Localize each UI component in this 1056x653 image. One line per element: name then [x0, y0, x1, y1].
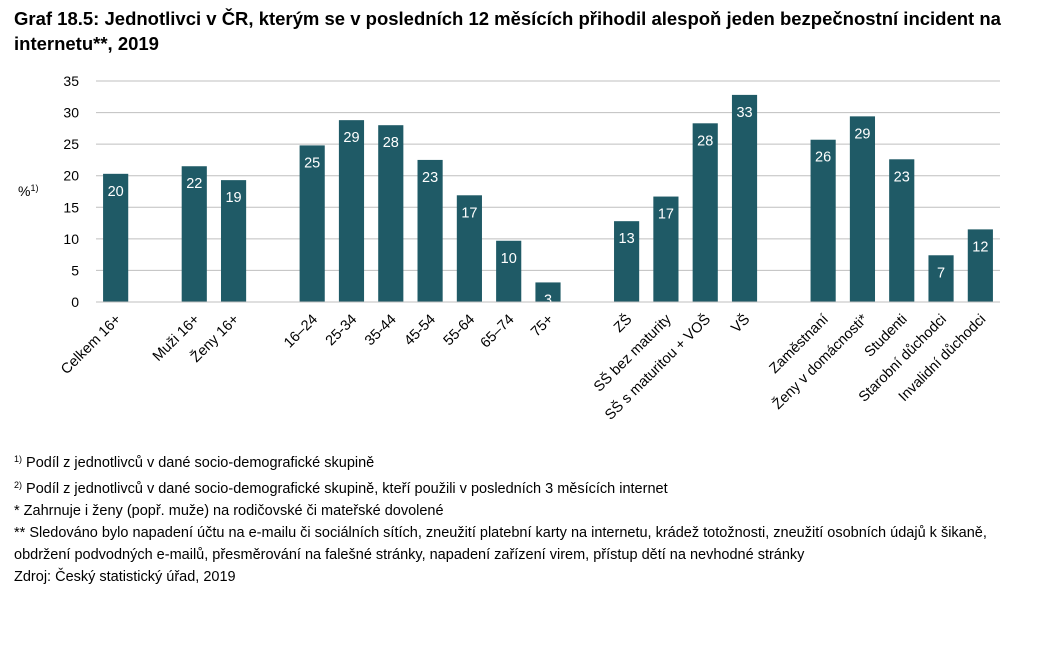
- y-axis-label-text: %: [18, 183, 30, 199]
- y-tick-label: 35: [63, 73, 79, 89]
- y-tick-label: 25: [63, 136, 79, 152]
- bar-value-label: 28: [383, 135, 399, 151]
- x-axis-tick-labels: Celkem 16+ Muži 16+Ženy 16+ 16–24 25-34 35-4…: [58, 310, 989, 423]
- chart-notes: 1) Podíl z jednotlivců v dané socio-demo…: [14, 448, 1034, 588]
- x-tick-label: 25-34: [323, 312, 361, 350]
- bar: [614, 221, 640, 302]
- x-tick-label: 55-64: [441, 312, 479, 350]
- y-axis-label-sup: 1): [30, 183, 38, 193]
- bar: [928, 255, 954, 302]
- bar: [299, 145, 325, 302]
- bar: [378, 125, 404, 302]
- bar-value-label: 23: [894, 169, 910, 185]
- y-tick-label: 5: [71, 262, 79, 278]
- bar-value-label: 23: [422, 170, 438, 186]
- note-3: * Zahrnuje i ženy (popř. muže) na rodičo…: [14, 503, 444, 519]
- x-tick-label: Celkem 16+: [58, 312, 124, 378]
- bar-value-label: 17: [461, 205, 477, 221]
- bars: [103, 94, 993, 303]
- bar-value-label: 12: [972, 239, 988, 255]
- note-1: 1) Podíl z jednotlivců v dané socio-demo…: [14, 448, 1034, 474]
- bar-value-label: 3: [544, 292, 552, 308]
- bar: [103, 173, 129, 302]
- y-axis-tick-labels: 0 5 10 15 20 25 30 35: [63, 73, 79, 310]
- bar: [889, 159, 915, 302]
- bar: [653, 196, 679, 302]
- bar-value-label: 22: [186, 176, 202, 192]
- y-axis-label: %1): [18, 183, 38, 199]
- note-2-text: Podíl z jednotlivců v dané socio-demogra…: [26, 481, 668, 497]
- x-tick-label: 16–24: [281, 312, 321, 352]
- source-note: Zdroj: Český statistický úřad, 2019: [14, 569, 236, 585]
- y-tick-label: 10: [63, 231, 79, 247]
- y-tick-label: 30: [63, 105, 79, 121]
- bar: [496, 240, 522, 302]
- bar-value-label: 26: [815, 150, 831, 166]
- bar-value-label: 7: [937, 265, 945, 281]
- bar-value-label: 33: [736, 105, 752, 121]
- chart-title: Graf 18.5: Jednotlivci v ČR, kterým se v…: [14, 8, 1001, 54]
- x-tick-label: ZŠ: [610, 311, 635, 336]
- bar-value-label: 20: [108, 184, 124, 200]
- y-tick-label: 20: [63, 168, 79, 184]
- bar: [810, 139, 836, 302]
- bar-value-label: 28: [697, 133, 713, 149]
- bar: [692, 123, 718, 302]
- x-tick-label: VŠ: [728, 311, 754, 337]
- bar: [731, 94, 758, 303]
- value-labels: 20 22 19 25 29 28 23 17 10 3 13 17 28 33 26 29 23 7 12: [108, 105, 989, 309]
- x-tick-label: 35-44: [362, 312, 400, 350]
- note-1-marker: 1): [14, 454, 23, 464]
- bar-chart: 0 5 10 15 20 25 30 35 %1) 20 22 19 25 29 28 23 17 10 3 13…: [18, 73, 1000, 423]
- gridlines: [96, 80, 1000, 271]
- bar-value-label: 13: [619, 231, 635, 247]
- bar-value-label: 10: [501, 251, 517, 267]
- x-tick-label: 75+: [528, 312, 557, 341]
- note-2-marker: 2): [14, 480, 23, 490]
- bar-value-label: 25: [304, 155, 320, 171]
- note-1-text: Podíl z jednotlivců v dané socio-demogra…: [26, 455, 375, 471]
- bar-value-label: 17: [658, 207, 674, 223]
- y-tick-label: 0: [71, 294, 79, 310]
- x-tick-label: 65–74: [478, 312, 518, 352]
- bar-value-label: 19: [225, 190, 241, 206]
- y-tick-label: 15: [63, 199, 79, 215]
- x-tick-label: 45-54: [401, 312, 439, 350]
- bar-value-label: 29: [854, 126, 870, 142]
- bar-value-label: 29: [343, 130, 359, 146]
- bar: [456, 195, 482, 302]
- bar: [181, 166, 207, 302]
- bar: [849, 116, 876, 302]
- bar: [338, 120, 365, 302]
- bar: [535, 282, 561, 302]
- note-2: 2) Podíl z jednotlivců v dané socio-demo…: [14, 474, 1034, 500]
- bar: [417, 159, 443, 302]
- bar: [220, 180, 247, 302]
- bar: [967, 229, 993, 302]
- note-4: ** Sledováno bylo napadení účtu na e-mai…: [14, 525, 987, 563]
